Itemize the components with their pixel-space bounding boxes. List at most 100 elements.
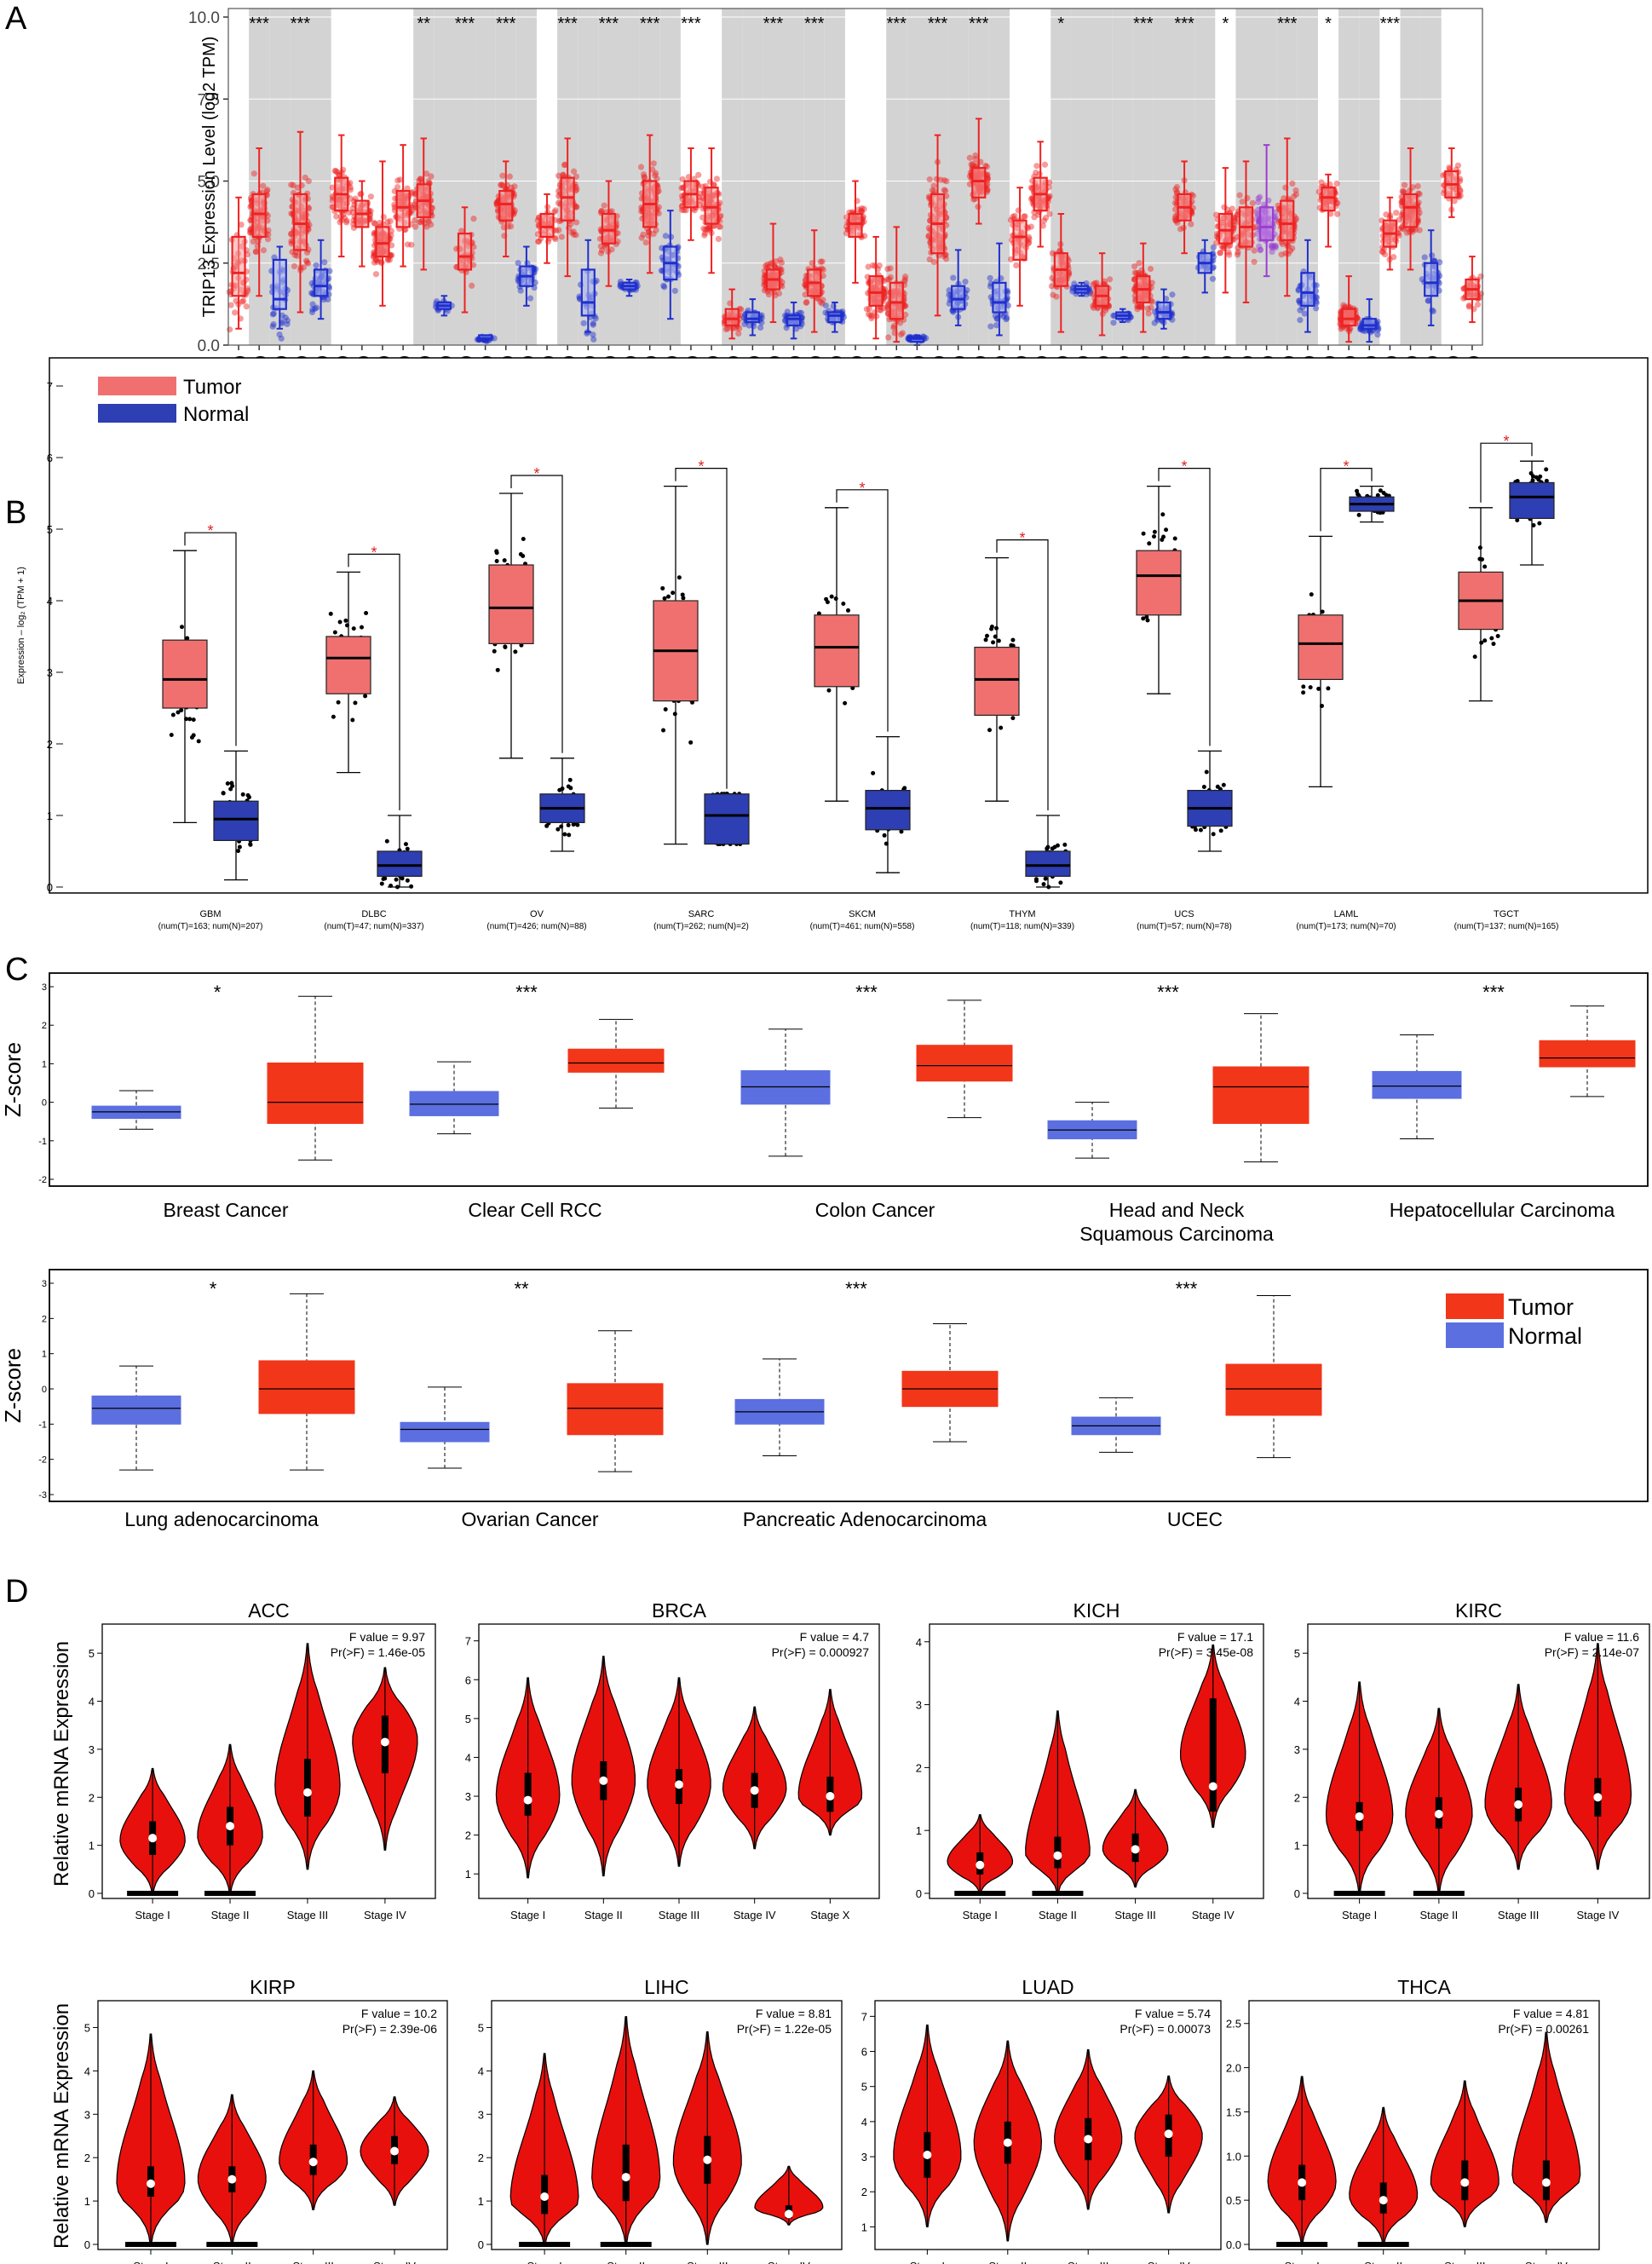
group-label: SKCM [849,909,876,919]
data-point [394,177,401,184]
data-point [1033,169,1039,176]
data-point [676,575,682,580]
data-point [372,256,379,263]
data-point [637,164,645,170]
data-point [901,276,908,283]
data-point [558,233,565,240]
data-point [308,290,315,297]
data-point [308,308,316,315]
significance-marker: * [859,480,865,497]
significance-marker: *** [599,14,619,33]
data-point [245,287,251,294]
data-point [1257,193,1263,200]
box [1025,850,1071,877]
data-point [1027,223,1034,230]
data-point [321,259,328,266]
box [868,275,884,307]
data-point [377,219,383,227]
data-point [1107,276,1114,283]
data-point [302,174,308,181]
data-point [987,728,993,733]
data-point [1249,199,1256,206]
data-point [284,317,291,324]
data-point [681,596,686,601]
significance-marker: *** [557,14,578,33]
data-point [1058,880,1063,885]
significance-marker: * [1503,433,1509,450]
significance-marker: *** [640,14,660,33]
data-point [179,625,184,630]
box [213,800,259,842]
box [1402,193,1419,228]
data-point [230,783,235,788]
data-point [196,739,201,744]
data-point [1201,785,1206,790]
data-point [329,197,336,204]
data-point [1491,642,1496,647]
data-point [375,256,382,263]
data-point [408,241,415,248]
data-point [367,193,374,200]
data-point [1301,690,1306,695]
data-point [1538,474,1543,479]
data-point [250,170,257,177]
data-point [926,176,933,183]
data-point [882,832,887,838]
data-point [264,187,271,193]
data-point [672,711,677,717]
data-point [372,271,380,278]
data-point [336,700,341,705]
box [1424,262,1439,297]
data-point [309,306,316,313]
data-point [373,256,380,263]
data-point [1301,684,1306,689]
significance-marker: * [1343,458,1349,475]
data-point [1528,471,1534,476]
data-point [423,223,430,230]
data-point [757,324,764,331]
data-point [884,265,891,273]
data-point [845,608,850,613]
data-point [1544,467,1549,472]
box [848,212,863,239]
data-point [642,239,649,246]
significance-shading [824,9,845,345]
significance-marker: *** [1277,14,1298,33]
data-point [384,838,389,844]
data-point [278,335,285,342]
data-point [169,732,174,737]
data-point [371,259,377,266]
data-point [991,640,996,645]
data-point [671,590,676,596]
data-point [502,558,507,563]
data-point [303,249,311,256]
data-point [291,251,298,258]
box [1136,550,1182,616]
data-point [1198,827,1203,832]
box [814,614,860,688]
data-point [288,181,295,188]
data-point [640,231,647,238]
data-point [425,218,432,225]
data-point [294,184,301,191]
data-point [1218,828,1223,833]
y-tick-label: 2 [47,738,53,751]
data-point [363,694,368,699]
data-point [498,181,504,188]
data-point [332,630,337,635]
data-point [232,309,239,316]
data-point [885,334,892,341]
data-point [663,707,668,712]
box [1156,301,1171,320]
data-point [305,177,312,185]
significance-marker: *** [1380,14,1401,33]
data-point [1390,254,1397,261]
data-point [1269,244,1276,251]
box [974,646,1020,716]
data-point [555,227,562,233]
data-point [334,169,341,176]
significance-marker: * [1057,14,1064,33]
data-point [313,262,319,268]
data-point [987,323,994,330]
